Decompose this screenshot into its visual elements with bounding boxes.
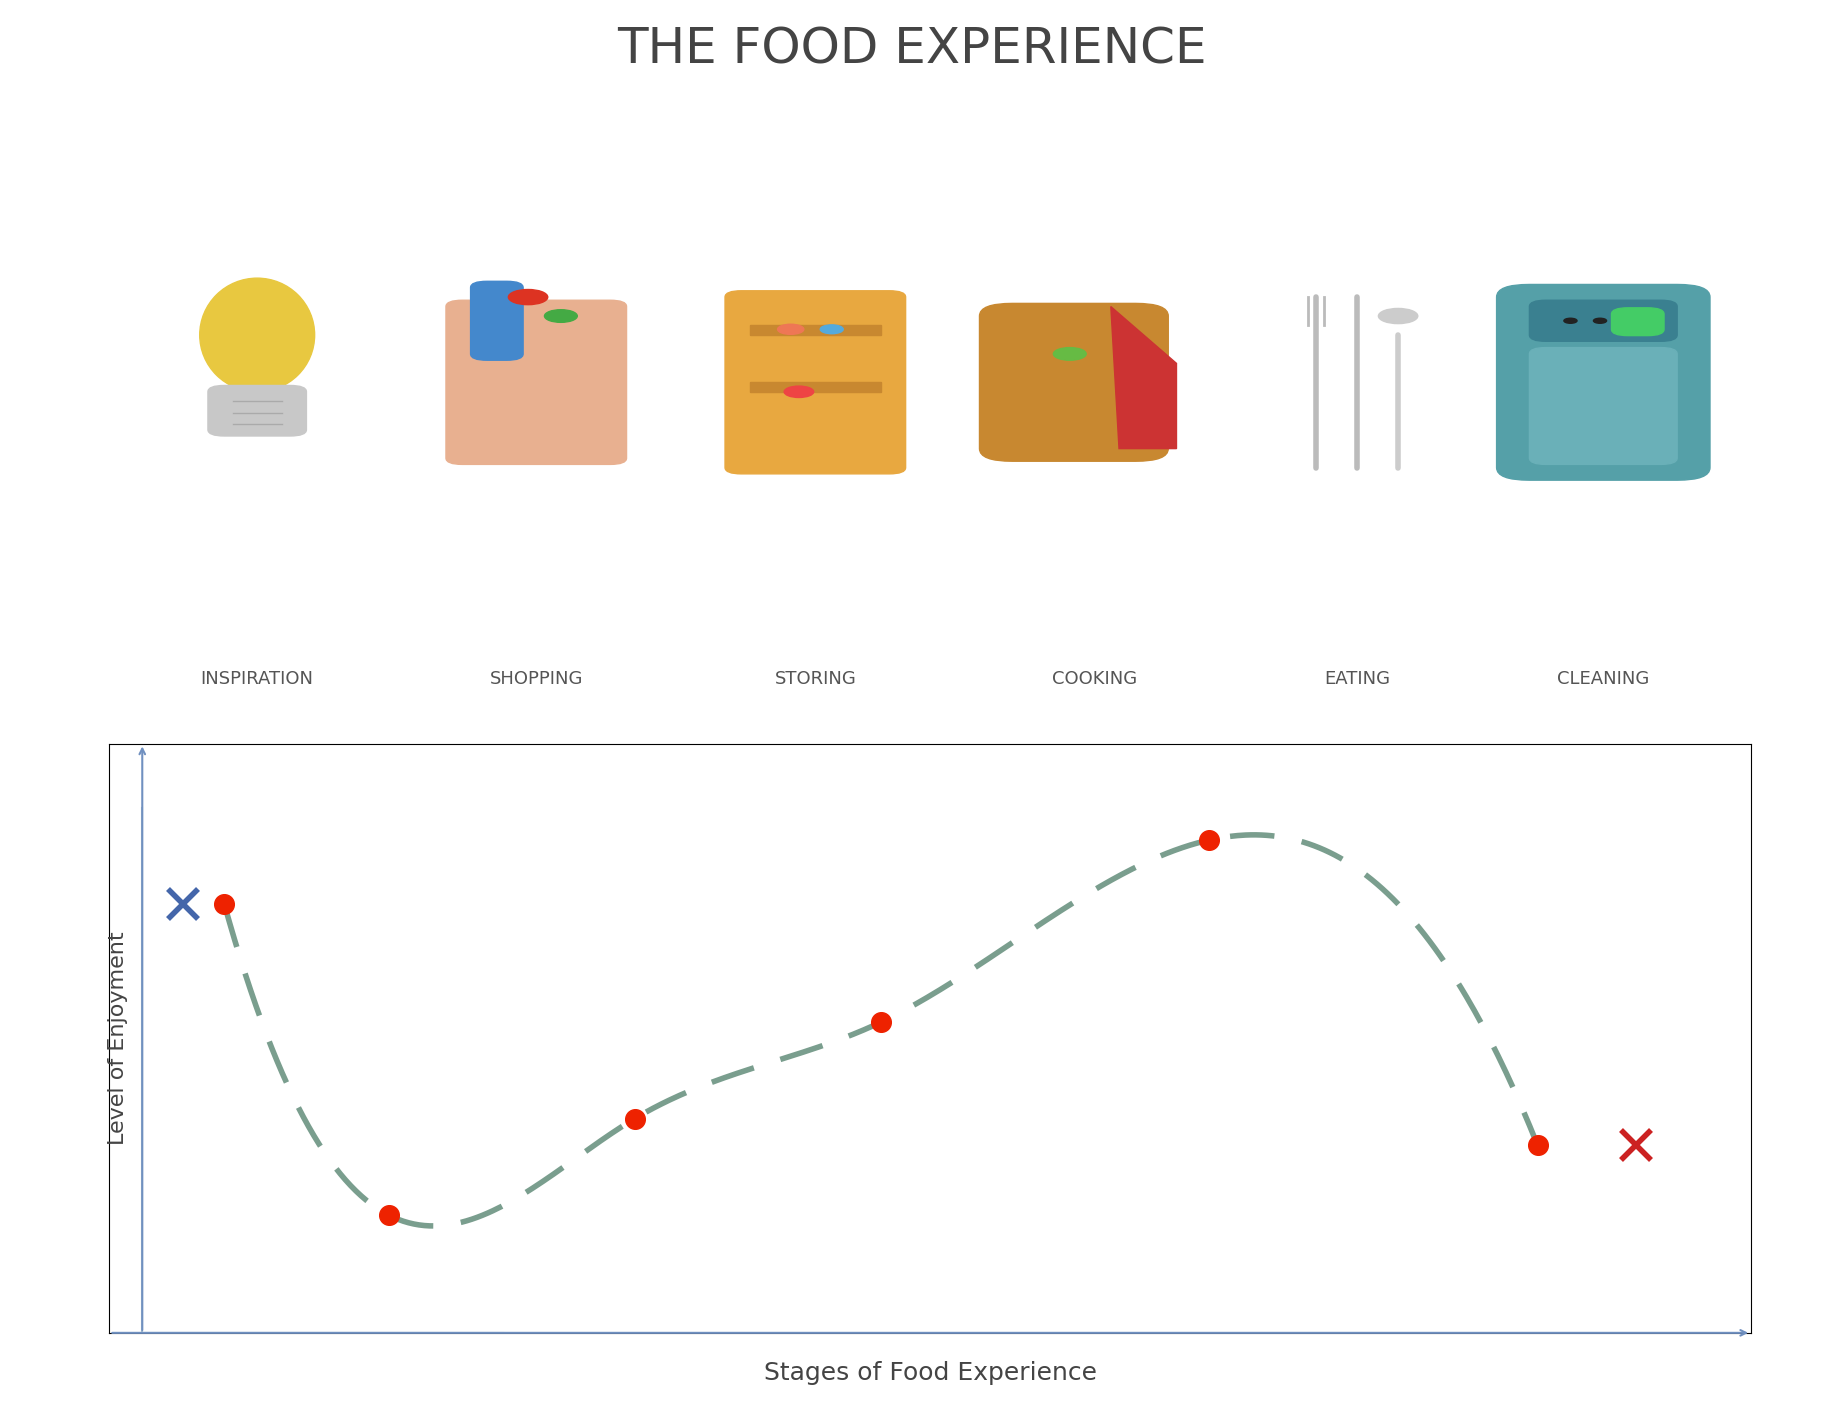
FancyBboxPatch shape	[445, 300, 627, 464]
Text: STORING: STORING	[775, 671, 855, 687]
FancyBboxPatch shape	[1528, 300, 1677, 341]
Circle shape	[509, 289, 547, 304]
FancyBboxPatch shape	[1528, 348, 1677, 464]
Circle shape	[1622, 318, 1635, 323]
Text: SHOPPING: SHOPPING	[489, 671, 583, 687]
Circle shape	[1562, 318, 1577, 323]
Circle shape	[543, 310, 576, 323]
Bar	[749, 382, 881, 391]
Bar	[749, 325, 881, 335]
FancyBboxPatch shape	[1612, 307, 1663, 335]
Ellipse shape	[201, 278, 314, 391]
Text: INSPIRATION: INSPIRATION	[201, 671, 314, 687]
FancyBboxPatch shape	[724, 290, 904, 474]
Text: COOKING: COOKING	[1052, 671, 1136, 687]
Circle shape	[1054, 348, 1087, 361]
Point	[866, 1012, 895, 1034]
Text: THE FOOD EXPERIENCE: THE FOOD EXPERIENCE	[616, 25, 1207, 73]
Circle shape	[1593, 318, 1606, 323]
Point	[1522, 1134, 1551, 1156]
Text: CLEANING: CLEANING	[1557, 671, 1648, 687]
Text: EATING: EATING	[1323, 671, 1389, 687]
Circle shape	[820, 325, 842, 334]
X-axis label: Stages of Food Experience: Stages of Food Experience	[764, 1361, 1096, 1385]
Point	[1194, 829, 1223, 852]
Point	[620, 1107, 649, 1129]
FancyBboxPatch shape	[470, 281, 523, 361]
Circle shape	[1378, 309, 1416, 324]
Point	[374, 1204, 403, 1226]
FancyBboxPatch shape	[208, 386, 306, 436]
Circle shape	[777, 324, 804, 334]
Circle shape	[784, 386, 813, 397]
FancyBboxPatch shape	[979, 303, 1167, 462]
Polygon shape	[1110, 306, 1176, 449]
Point	[210, 894, 239, 916]
Text: Level of Enjoyment: Level of Enjoyment	[108, 932, 128, 1145]
FancyBboxPatch shape	[1495, 285, 1710, 480]
